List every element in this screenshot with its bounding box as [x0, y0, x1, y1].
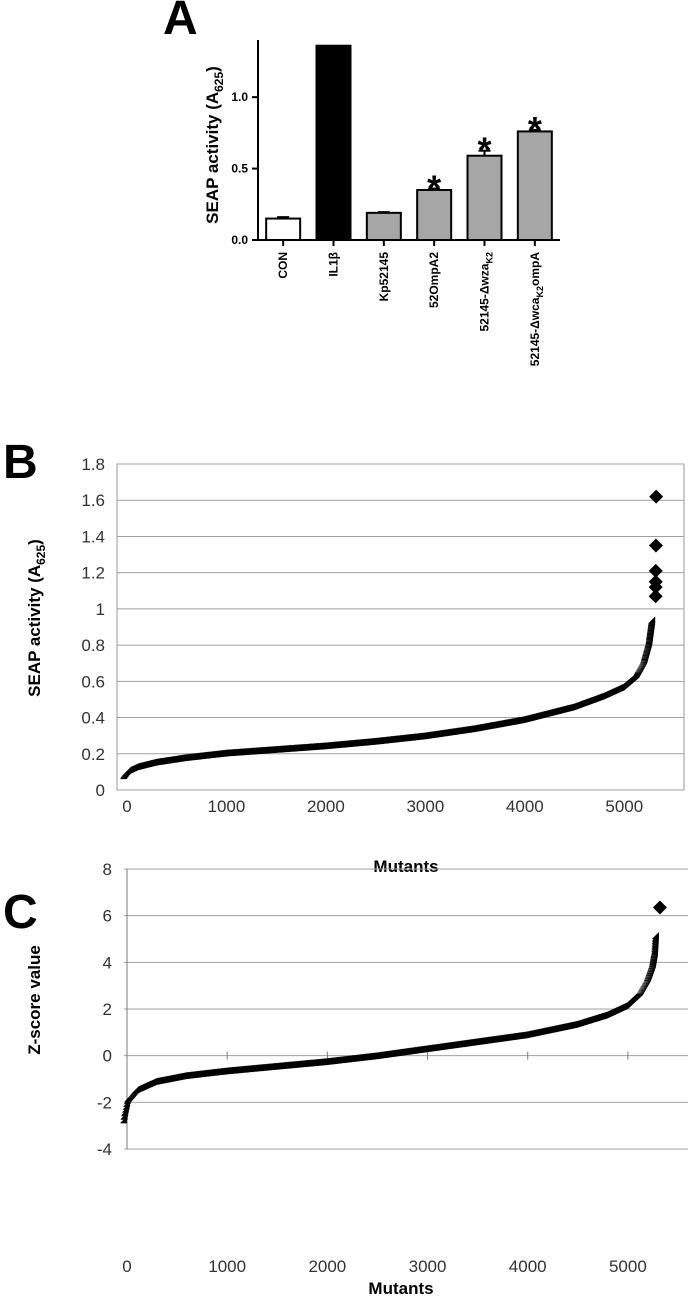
- panel-a-letter: A: [163, 0, 198, 45]
- panel-a-category-label: CON: [276, 252, 290, 279]
- panel-a-bar: [365, 211, 402, 242]
- panel-c-data-series: [120, 932, 659, 1124]
- panel-b-y-tick-label: 1: [96, 600, 105, 619]
- panel-a-category-label: IL1β: [327, 252, 341, 277]
- panel-c-y-tick-label: 8: [103, 860, 112, 879]
- panel-b-y-tick-label: 1.8: [81, 455, 105, 474]
- panel-b-y-tick-label: 0.2: [81, 745, 105, 764]
- panel-a-significance-star: *: [427, 168, 441, 209]
- panel-c-y-tick-label: -4: [97, 1140, 112, 1159]
- panel-c-outlier-point: [652, 900, 667, 915]
- panel-a-bar: [265, 217, 302, 241]
- panel-a-category-label: 52145-ΔwcaK2ompA: [528, 252, 545, 367]
- panel-b-y-tick-label: 1.4: [81, 527, 105, 546]
- panel-b-data-series: [119, 616, 656, 780]
- panel-b-outlier-point: [648, 538, 663, 553]
- panel-a-y-tick-label: 0.0: [231, 233, 248, 247]
- panel-c-y-tick-label: 4: [103, 953, 112, 972]
- panel-c-x-tick-label: 4000: [509, 1257, 547, 1276]
- panel-c-x-axis-label: Mutants: [368, 1279, 433, 1298]
- panel-b-outlier-point: [649, 489, 664, 504]
- panel-b-y-tick-label: 1.6: [81, 491, 105, 510]
- panel-b-x-tick-label: 0: [122, 797, 131, 816]
- panel-b-x-tick-label: 2000: [307, 797, 345, 816]
- panel-c-y-tick-label: 2: [103, 1000, 112, 1019]
- panel-a-category-label: 52OmpA2: [427, 252, 441, 308]
- panel-b-x-tick-label: 4000: [506, 797, 544, 816]
- panel-a-y-tick-label: 1.0: [231, 90, 248, 104]
- panel-a-bar: [315, 44, 352, 242]
- panel-a-significance-star: *: [528, 109, 542, 150]
- panel-b-x-tick-label: 3000: [406, 797, 444, 816]
- panel-c-x-tick-label: 2000: [308, 1257, 346, 1276]
- panel-c-y-axis-label: Z-score value: [25, 945, 44, 1055]
- panel-c-letter: C: [3, 886, 38, 939]
- panel-b-outlier-point: [648, 574, 663, 589]
- panel-b-y-tick-label: 0.8: [81, 636, 105, 655]
- panel-b-x-axis-label: Mutants: [373, 857, 438, 876]
- panel-b-y-tick-label: 0: [96, 781, 105, 800]
- panel-b-outlier-point: [648, 589, 663, 604]
- panel-c-x-tick-label: 0: [122, 1257, 131, 1276]
- panel-a-category-label: Kp52145: [377, 252, 391, 302]
- panel-c-x-tick-label: 3000: [409, 1257, 447, 1276]
- panel-a-y-axis-label: SEAP activity (A625): [203, 66, 226, 224]
- panel-c-y-tick-label: 0: [103, 1047, 112, 1066]
- panel-c-y-tick-label: 6: [103, 907, 112, 926]
- panel-b-outlier-point: [648, 563, 663, 578]
- panel-b-y-tick-label: 0.6: [81, 672, 105, 691]
- panel-b-scatter-chart: 0 0.2 0.4 0.6 0.8 1 1.2 1.4 1.6 1.8 0 1000 2000 3000…: [25, 455, 685, 876]
- panel-c-y-tick-label: -2: [97, 1093, 112, 1112]
- panel-c-x-tick-label: 5000: [609, 1257, 647, 1276]
- panel-a-bar-chart: * * * 0.0 0.5 1.0 CON IL1β Kp52145 52OmpA2 52145…: [203, 40, 560, 366]
- panel-b-y-axis-label: SEAP activity (A625): [25, 539, 48, 697]
- panel-a-category-label: 52145-ΔwzaK2: [478, 252, 495, 332]
- panel-b-y-tick-label: 1.2: [81, 564, 105, 583]
- panel-c-x-tick-label: 1000: [208, 1257, 246, 1276]
- panel-a-significance-star: *: [477, 130, 491, 171]
- panel-b-x-tick-label: 5000: [605, 797, 643, 816]
- panel-b-x-tick-label: 1000: [208, 797, 246, 816]
- panel-b-letter: B: [3, 436, 38, 489]
- panel-a-y-tick-label: 0.5: [231, 162, 248, 176]
- panel-b-y-tick-label: 0.4: [81, 709, 105, 728]
